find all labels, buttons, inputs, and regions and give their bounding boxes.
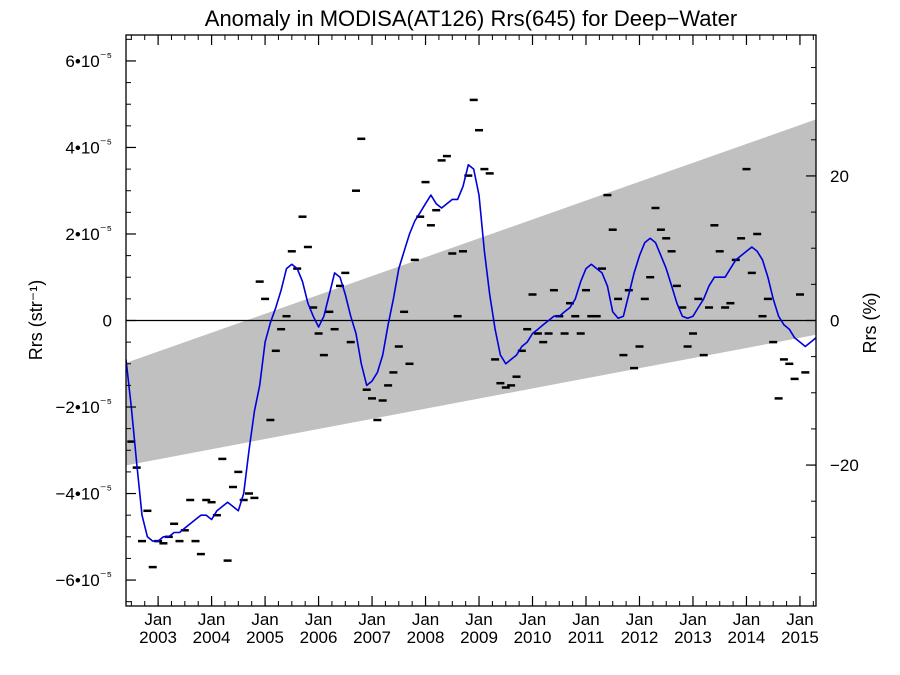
- y2-tick-label: 0: [830, 312, 839, 331]
- x-tick-year-label: 2005: [246, 628, 284, 647]
- x-tick-month-label: Jan: [412, 610, 439, 629]
- x-tick-month-label: Jan: [251, 610, 278, 629]
- x-tick-year-label: 2006: [300, 628, 338, 647]
- monthly-points-layer: [127, 98, 810, 569]
- x-tick-year-label: 2007: [353, 628, 391, 647]
- axes-layer: 6•10⁻⁵ 4•10⁻⁵ 2•10⁻⁵ 0 −2•10⁻⁵ −4•10⁻⁵ −6•10⁻⁵…: [55, 35, 859, 647]
- uncertainty-band-layer: [126, 119, 816, 466]
- smoothed-series-line: [126, 164, 816, 542]
- x-tick-month-label: Jan: [358, 610, 385, 629]
- x-tick-year-label: 2013: [674, 628, 712, 647]
- x-tick-month-label: Jan: [519, 610, 546, 629]
- x-tick-year-label: 2008: [407, 628, 445, 647]
- x-tick-year-label: 2004: [193, 628, 231, 647]
- x-tick-month-label: Jan: [733, 610, 760, 629]
- x-tick-year-label: 2009: [460, 628, 498, 647]
- y2-tick-label: −20: [830, 456, 859, 475]
- y-tick-label: −2•10⁻⁵: [55, 395, 112, 417]
- x-tick-year-label: 2014: [728, 628, 766, 647]
- chart-title: Anomaly in MODISA(AT126) Rrs(645) for De…: [205, 6, 737, 31]
- x-tick-month-label: Jan: [786, 610, 813, 629]
- x-tick-month-label: Jan: [144, 610, 171, 629]
- x-tick-month-label: Jan: [679, 610, 706, 629]
- smoothed-line-layer: [126, 164, 816, 542]
- x-tick-month-label: Jan: [305, 610, 332, 629]
- y-tick-label: −4•10⁻⁵: [55, 482, 112, 504]
- x-tick-month-label: Jan: [626, 610, 653, 629]
- x-tick-month-label: Jan: [465, 610, 492, 629]
- y-tick-label: 4•10⁻⁵: [65, 135, 112, 157]
- uncertainty-band: [126, 119, 816, 466]
- x-tick-month-label: Jan: [572, 610, 599, 629]
- x-tick-year-label: 2015: [781, 628, 819, 647]
- y-tick-label: 2•10⁻⁵: [65, 222, 112, 244]
- y2-axis-label: Rrs (%): [860, 293, 880, 354]
- x-tick-year-label: 2003: [139, 628, 177, 647]
- x-tick-year-label: 2010: [514, 628, 552, 647]
- y2-tick-label: 20: [830, 167, 849, 186]
- y-tick-label: −6•10⁻⁵: [55, 568, 112, 590]
- y-axis-label: Rrs (str⁻¹): [26, 280, 46, 360]
- y-tick-label: 6•10⁻⁵: [65, 49, 112, 71]
- x-tick-year-label: 2011: [568, 628, 605, 647]
- y-tick-label: 0: [103, 312, 112, 331]
- x-tick-month-label: Jan: [198, 610, 225, 629]
- x-tick-year-label: 2012: [621, 628, 659, 647]
